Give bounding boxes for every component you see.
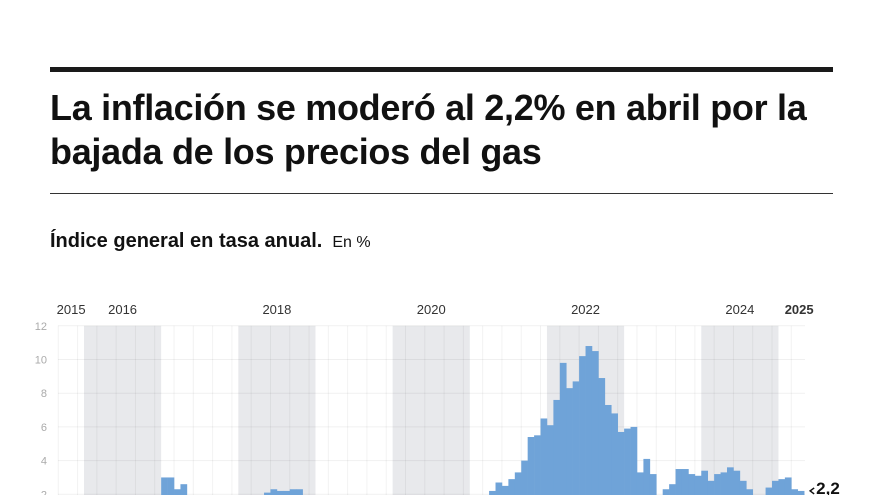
year-label-2018: 2018 <box>262 302 291 317</box>
unit-label: En % <box>332 234 371 251</box>
top-rule <box>50 67 833 72</box>
bar <box>739 480 747 495</box>
last-value-label: 2,2 <box>816 479 840 495</box>
bar <box>675 469 683 495</box>
bar <box>283 490 291 495</box>
bar <box>791 489 799 495</box>
bar <box>501 485 509 495</box>
bar <box>572 381 580 495</box>
bar <box>624 428 631 495</box>
bar <box>508 479 516 495</box>
bar <box>797 490 805 495</box>
bar <box>681 469 689 495</box>
bar <box>559 362 567 495</box>
year-label-2024: 2024 <box>725 302 754 317</box>
bar <box>733 470 741 495</box>
bar <box>746 489 754 495</box>
year-label-2025: 2025 <box>785 302 814 317</box>
bar <box>701 470 709 495</box>
bar <box>617 431 625 495</box>
bar <box>765 487 773 495</box>
bar <box>784 477 792 495</box>
bar <box>289 489 297 495</box>
bar <box>527 437 535 495</box>
subtitle-text: Índice general en tasa anual. <box>50 230 323 252</box>
bar <box>778 479 786 495</box>
bar <box>270 489 278 495</box>
bar <box>643 458 651 495</box>
divider <box>50 193 833 194</box>
year-label-2016: 2016 <box>108 302 137 317</box>
bar <box>585 346 593 495</box>
bar <box>180 484 188 495</box>
bar <box>714 474 721 495</box>
chart-subtitle: Índice general en tasa anual. En % <box>50 230 371 253</box>
bar <box>649 474 657 495</box>
bar <box>489 490 496 495</box>
bar <box>707 480 715 495</box>
bar <box>611 413 618 495</box>
year-band-2020 <box>392 325 470 495</box>
year-label-2022: 2022 <box>571 302 600 317</box>
bar <box>514 472 522 495</box>
bar <box>598 378 606 495</box>
bar <box>662 489 670 495</box>
y-tick-label: 12 <box>35 321 47 333</box>
bar <box>566 388 573 495</box>
bar <box>546 425 554 495</box>
year-band-2018 <box>238 325 316 495</box>
bar <box>636 472 644 495</box>
bar <box>495 482 503 495</box>
bar <box>276 490 284 495</box>
bar <box>174 489 181 495</box>
y-tick-label: 10 <box>35 355 47 367</box>
pointer-icon <box>808 487 815 495</box>
bar <box>521 460 528 495</box>
page-title: La inflación se moderó al 2,2% en abril … <box>50 87 807 172</box>
bar <box>296 489 303 495</box>
bar <box>727 467 734 495</box>
bar <box>591 351 599 495</box>
bar <box>688 474 696 495</box>
bar <box>604 404 612 495</box>
bar <box>772 480 779 495</box>
year-band-2024 <box>701 325 779 495</box>
bar <box>161 477 168 495</box>
y-tick-label: 4 <box>41 456 47 468</box>
bar <box>630 426 638 495</box>
bar <box>720 472 728 495</box>
bar <box>534 435 541 495</box>
y-tick-label: 6 <box>41 422 47 434</box>
bar <box>694 475 702 495</box>
bar <box>669 484 676 495</box>
y-tick-label: 2 <box>41 489 47 495</box>
year-label-2020: 2020 <box>417 302 446 317</box>
bar <box>540 418 548 495</box>
y-tick-label: 8 <box>41 388 47 400</box>
bar <box>264 492 271 495</box>
bar <box>553 399 561 495</box>
year-band-2016 <box>84 325 162 495</box>
bar <box>579 356 586 495</box>
year-label-2015: 2015 <box>57 302 86 317</box>
bar <box>167 477 175 495</box>
